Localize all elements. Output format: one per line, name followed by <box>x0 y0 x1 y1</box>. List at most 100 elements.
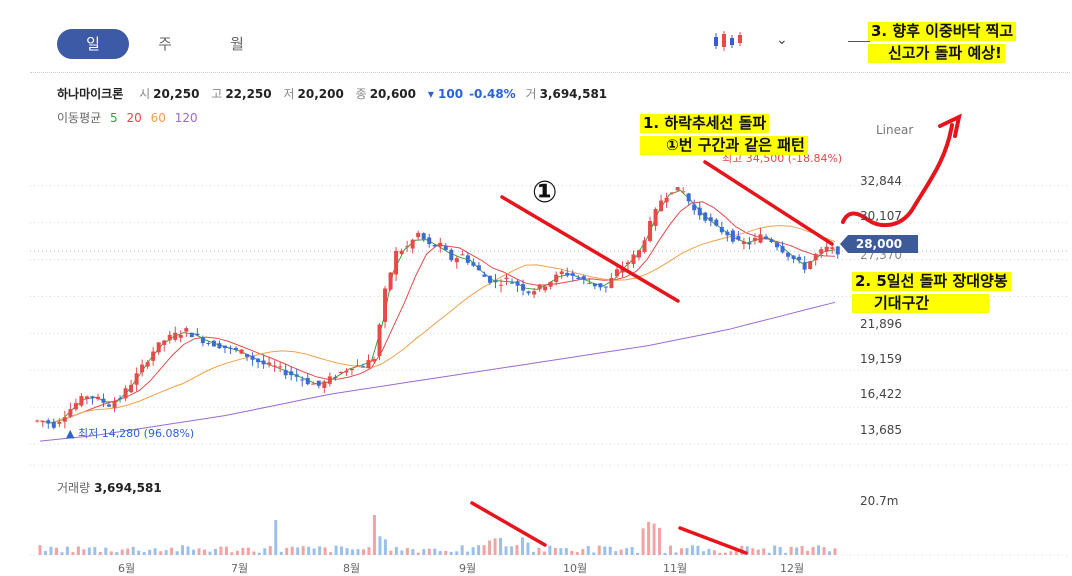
volume-value: 3,694,581 <box>539 87 608 101</box>
candle-body <box>741 241 746 245</box>
annotation-2-line1: 2. 5일선 돌파 장대양봉 <box>852 272 1011 291</box>
chevron-down-icon[interactable]: ⌄ <box>776 32 788 48</box>
ma5-line <box>39 189 836 424</box>
candle-body <box>51 421 56 428</box>
volume-bar <box>619 549 623 555</box>
candle-body <box>134 373 139 385</box>
volume-bar <box>290 546 294 555</box>
volume-bar <box>361 549 365 555</box>
candle-body <box>603 286 608 288</box>
volume-bar <box>181 545 185 555</box>
candle-body <box>383 288 388 322</box>
candle-body <box>769 239 774 242</box>
volume-bar <box>345 548 349 555</box>
volume-bar <box>378 536 382 555</box>
volume-bar <box>148 549 152 555</box>
candle-body <box>366 360 371 369</box>
volume-bar <box>526 542 530 555</box>
candlestick-icon[interactable] <box>712 30 746 52</box>
volume-bar <box>520 537 524 555</box>
candle-body <box>239 349 244 354</box>
annotation-2-line2: 기대구간 <box>852 294 990 313</box>
x-tick-label: 8월 <box>343 562 361 575</box>
candle-body <box>178 334 183 338</box>
ma-60: 60 <box>150 111 166 125</box>
candle-body <box>278 366 283 368</box>
volume-bar <box>669 545 673 555</box>
candle-body <box>819 249 824 254</box>
volume-bar <box>559 548 563 555</box>
candle-body <box>399 250 404 254</box>
volume-bar <box>318 546 322 555</box>
candle-body <box>775 242 780 248</box>
volume-bar <box>323 547 327 555</box>
candle-body <box>228 347 233 349</box>
volume-bar <box>131 546 135 555</box>
volume-bar <box>263 548 267 555</box>
trendline-2 <box>703 160 834 246</box>
volume-bar <box>477 545 481 555</box>
volume-bar <box>268 546 272 555</box>
candle-body <box>598 283 603 288</box>
candle-body <box>267 362 272 365</box>
candle-body <box>686 193 691 202</box>
tab-week[interactable]: 주 <box>158 35 172 53</box>
volume-bar <box>416 552 420 555</box>
volume-bar <box>548 545 552 555</box>
open-value: 20,250 <box>153 87 200 101</box>
candle-body <box>322 381 327 388</box>
candle-body <box>797 256 802 261</box>
volume-bar <box>553 547 557 555</box>
volume-bar <box>389 550 393 555</box>
x-tick-label: 10월 <box>563 562 588 575</box>
candle-body <box>559 271 564 275</box>
volume-bar <box>811 547 815 555</box>
volume-bar <box>597 545 601 555</box>
volume-bar <box>340 546 344 555</box>
scale-label[interactable]: Linear <box>876 123 914 137</box>
candle-body <box>289 371 294 376</box>
minus-icon[interactable] <box>848 41 870 42</box>
candle-body <box>548 281 553 287</box>
tab-month[interactable]: 월 <box>230 35 244 53</box>
volume-bar <box>257 552 261 555</box>
volume-bar <box>488 540 492 555</box>
candle-body <box>487 275 492 283</box>
volume-bar <box>641 528 645 555</box>
volume-bar <box>614 551 618 555</box>
candle-body <box>830 247 835 250</box>
volume-bar <box>372 515 376 555</box>
volume-bar <box>43 550 47 555</box>
volume-bar <box>625 548 629 555</box>
volume-bar <box>170 547 174 555</box>
candle-body <box>493 280 498 283</box>
change-value: ▾ 100 <box>427 87 464 101</box>
volume-bar <box>767 552 771 555</box>
candle-body <box>681 191 686 193</box>
volume-bar <box>712 550 716 555</box>
candle-body <box>95 396 100 400</box>
candle-body <box>824 246 829 252</box>
ma-120: 120 <box>174 111 198 125</box>
candle-body <box>515 281 520 286</box>
volume-axis-label: 20.7m <box>860 494 899 508</box>
annotation-1-line1: 1. 하락추세선 돌파 <box>640 114 770 133</box>
candle-body <box>394 250 399 275</box>
volume-bar <box>115 552 119 555</box>
candle-body <box>642 240 647 252</box>
volume-bar <box>279 551 283 555</box>
candle-body <box>344 370 349 373</box>
candle-body <box>637 250 642 258</box>
volume-bar <box>159 551 163 555</box>
candle-body <box>570 273 575 276</box>
tab-day[interactable]: 일 <box>57 29 129 59</box>
candle-body <box>217 343 222 349</box>
candle-body <box>140 364 145 373</box>
volume-bar <box>460 545 464 555</box>
candle-body <box>659 200 664 212</box>
volume-bar <box>312 548 316 555</box>
volume-bar <box>795 547 799 555</box>
volume-bar <box>822 547 826 555</box>
volume-bar <box>175 551 179 555</box>
volume-bar <box>71 552 75 555</box>
